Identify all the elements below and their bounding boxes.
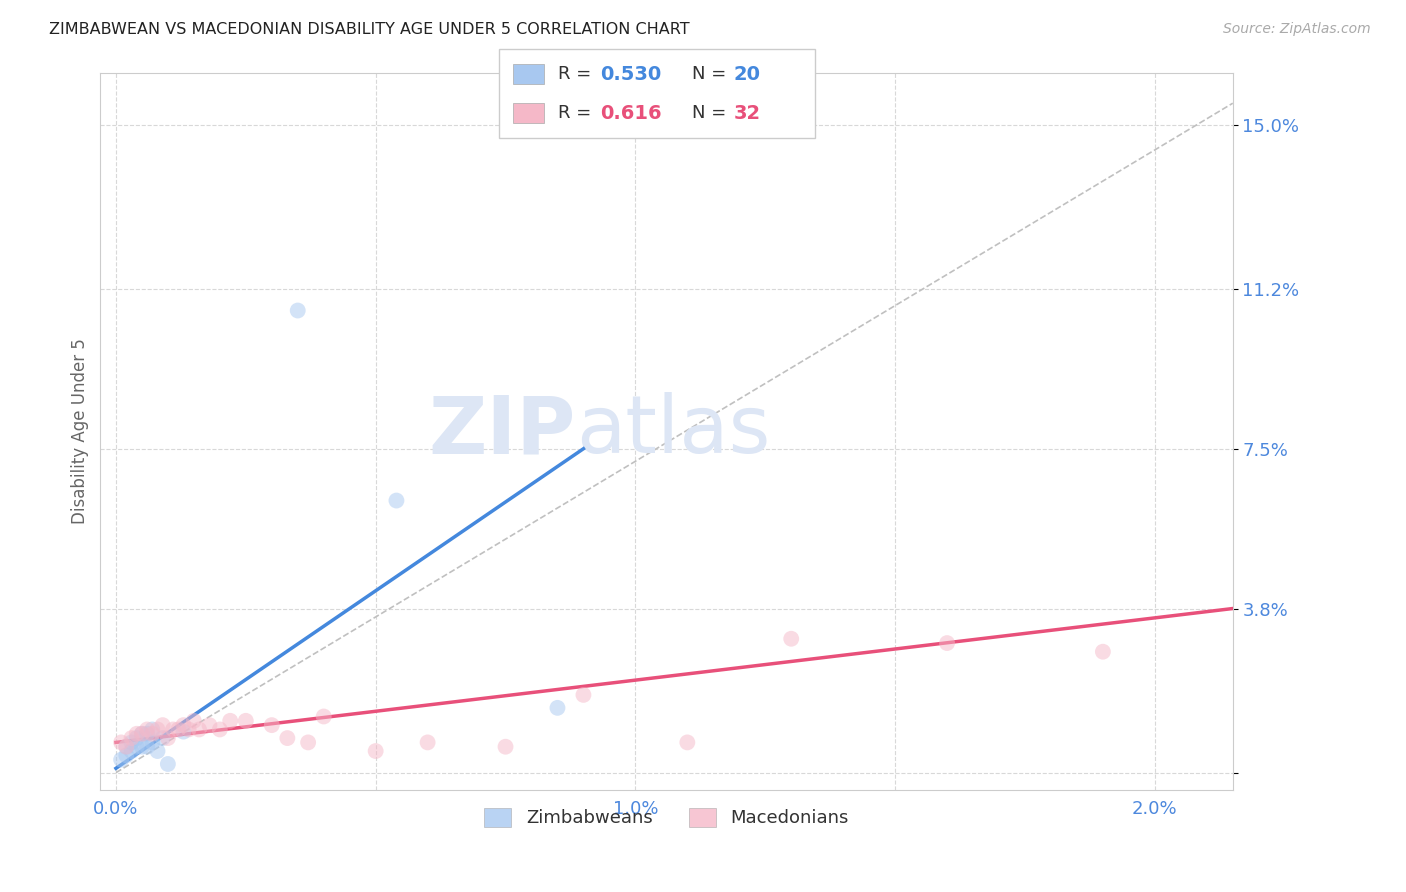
Point bbox=[1091, 645, 1114, 659]
Point bbox=[312, 709, 335, 723]
Text: Source: ZipAtlas.com: Source: ZipAtlas.com bbox=[1223, 22, 1371, 37]
Point bbox=[780, 632, 803, 646]
Point bbox=[141, 723, 163, 737]
Point bbox=[131, 739, 153, 754]
Point bbox=[260, 718, 283, 732]
Point bbox=[177, 723, 200, 737]
Point bbox=[156, 757, 179, 772]
Point bbox=[297, 735, 319, 749]
Point bbox=[364, 744, 387, 758]
Point bbox=[219, 714, 242, 728]
Text: ZIMBABWEAN VS MACEDONIAN DISABILITY AGE UNDER 5 CORRELATION CHART: ZIMBABWEAN VS MACEDONIAN DISABILITY AGE … bbox=[49, 22, 690, 37]
Point bbox=[152, 731, 174, 745]
Point bbox=[152, 718, 174, 732]
Point bbox=[146, 723, 169, 737]
Text: atlas: atlas bbox=[576, 392, 770, 470]
Point bbox=[167, 723, 190, 737]
Point bbox=[131, 727, 153, 741]
Text: 32: 32 bbox=[734, 103, 761, 123]
Text: 20: 20 bbox=[734, 64, 761, 84]
Point bbox=[172, 718, 194, 732]
Text: N =: N = bbox=[692, 104, 725, 122]
Text: R =: R = bbox=[558, 104, 592, 122]
Legend: Zimbabweans, Macedonians: Zimbabweans, Macedonians bbox=[477, 801, 856, 835]
Point bbox=[276, 731, 298, 745]
Point bbox=[385, 493, 408, 508]
Point bbox=[141, 727, 163, 741]
Point bbox=[131, 727, 153, 741]
Point bbox=[936, 636, 959, 650]
Point bbox=[121, 731, 143, 745]
Y-axis label: Disability Age Under 5: Disability Age Under 5 bbox=[72, 338, 89, 524]
Text: 0.530: 0.530 bbox=[600, 64, 662, 84]
Point bbox=[183, 714, 205, 728]
Point bbox=[676, 735, 699, 749]
Point bbox=[125, 731, 148, 745]
Point bbox=[162, 723, 184, 737]
Text: R =: R = bbox=[558, 65, 592, 83]
Text: 0.616: 0.616 bbox=[600, 103, 662, 123]
Point bbox=[156, 731, 179, 745]
Text: ZIP: ZIP bbox=[429, 392, 576, 470]
Point bbox=[172, 724, 194, 739]
Point bbox=[121, 744, 143, 758]
Point bbox=[136, 739, 159, 754]
Point bbox=[136, 727, 159, 741]
Point bbox=[287, 303, 309, 318]
Point bbox=[125, 727, 148, 741]
Point bbox=[235, 714, 257, 728]
Text: N =: N = bbox=[692, 65, 725, 83]
Point bbox=[125, 739, 148, 754]
Point bbox=[146, 744, 169, 758]
Point bbox=[188, 723, 211, 737]
Point bbox=[572, 688, 595, 702]
Point bbox=[208, 723, 231, 737]
Point bbox=[110, 735, 132, 749]
Point bbox=[115, 748, 138, 763]
Point bbox=[115, 739, 138, 754]
Point bbox=[416, 735, 439, 749]
Point bbox=[121, 735, 143, 749]
Point bbox=[198, 718, 221, 732]
Point bbox=[110, 753, 132, 767]
Point bbox=[141, 735, 163, 749]
Point bbox=[546, 701, 568, 715]
Point bbox=[115, 739, 138, 754]
Point bbox=[495, 739, 517, 754]
Point bbox=[136, 723, 159, 737]
